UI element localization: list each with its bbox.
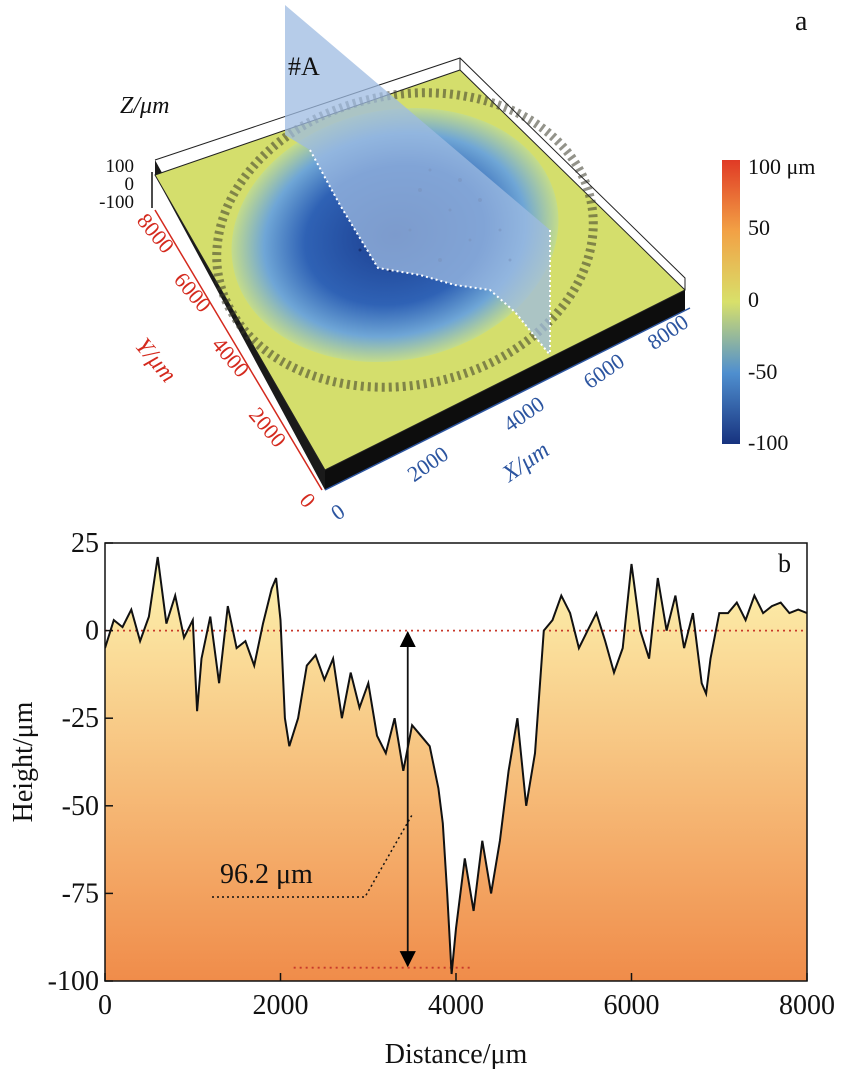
section-label: #A bbox=[288, 52, 320, 81]
x-tick-label: 4000 bbox=[428, 990, 484, 1021]
panel-a: #A a Z/μm 100 0 -100 0 2000 4000 6000 80… bbox=[99, 5, 815, 525]
colorbar-tick-50: 50 bbox=[748, 215, 770, 240]
x-tick-label: 0 bbox=[98, 990, 112, 1021]
y-tick-label: 0 bbox=[85, 616, 99, 647]
x-tick-label: 6000 bbox=[604, 990, 660, 1021]
colorbar-ticks: 100 μm 50 0 -50 -100 bbox=[748, 154, 815, 455]
y-tick-label: -50 bbox=[62, 791, 99, 822]
y-tick-0: 0 bbox=[295, 488, 321, 512]
x-tick-label: 2000 bbox=[253, 990, 309, 1021]
panel-b: 0 2000 4000 6000 8000 25 0 -25 -50 -75 -100 b 96.… bbox=[8, 528, 835, 1070]
z-tick-0: 0 bbox=[125, 174, 135, 195]
panel-b-label: b bbox=[778, 549, 791, 578]
x-axis-label: X/μm bbox=[497, 437, 554, 488]
x-axis-line bbox=[324, 307, 691, 491]
profile-fill bbox=[105, 557, 807, 981]
annotation-depth: 96.2 μm bbox=[220, 859, 313, 890]
x-tick-label: 8000 bbox=[779, 990, 835, 1021]
z-tick-neg100: -100 bbox=[99, 192, 134, 213]
colorbar bbox=[722, 160, 740, 444]
y-ticks: 25 0 -25 -50 -75 -100 bbox=[48, 528, 113, 997]
z-tick-100: 100 bbox=[106, 156, 135, 177]
x-axis-title: Distance/μm bbox=[385, 1039, 528, 1070]
profile-line bbox=[105, 556, 807, 975]
y-tick-label: 25 bbox=[71, 528, 99, 559]
y-axis-line bbox=[154, 209, 323, 491]
y-axis-label: Y/μm bbox=[130, 333, 182, 388]
y-axis-title: Height/μm bbox=[8, 701, 39, 822]
y-tick-label: -25 bbox=[62, 703, 99, 734]
x-ticks: 0 2000 4000 6000 8000 bbox=[98, 973, 835, 1021]
y-tick-label: -100 bbox=[48, 966, 99, 997]
colorbar-tick-0: 0 bbox=[748, 287, 759, 312]
z-axis-label: Z/μm bbox=[120, 93, 169, 119]
annotation-leader bbox=[212, 814, 413, 898]
colorbar-tick-100: 100 μm bbox=[748, 154, 815, 179]
y-tick-label: -75 bbox=[62, 878, 99, 909]
colorbar-tick-neg50: -50 bbox=[748, 359, 777, 384]
panel-a-label: a bbox=[795, 6, 808, 37]
colorbar-tick-neg100: -100 bbox=[748, 430, 788, 455]
surface-side-front bbox=[325, 290, 685, 490]
x-tick-0: 0 bbox=[326, 498, 349, 525]
section-plane-a bbox=[285, 5, 550, 355]
y-tick-8000: 8000 bbox=[132, 208, 179, 258]
